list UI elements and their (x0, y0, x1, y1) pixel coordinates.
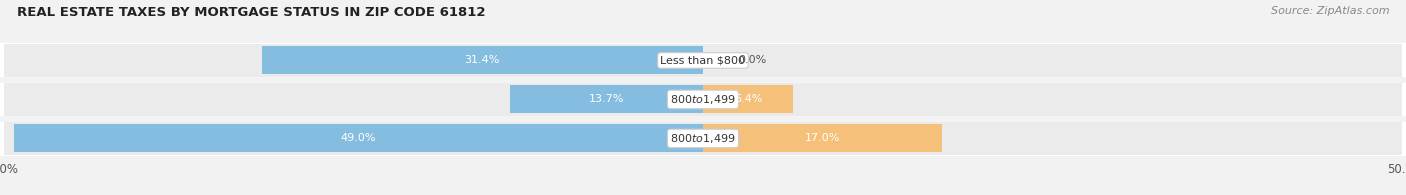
Text: 0.0%: 0.0% (738, 55, 766, 66)
Bar (703, 124, 942, 152)
Text: 17.0%: 17.0% (804, 133, 841, 144)
Bar (0, 82, 1406, 117)
Bar (510, 85, 703, 113)
Bar (0, 121, 1406, 156)
Text: Less than $800: Less than $800 (661, 55, 745, 66)
Text: $800 to $1,499: $800 to $1,499 (671, 93, 735, 106)
Text: $800 to $1,499: $800 to $1,499 (671, 132, 735, 145)
Bar (262, 46, 703, 74)
Bar (3, 122, 1403, 155)
Bar (3, 44, 1403, 77)
Bar (14, 124, 703, 152)
Text: 6.4%: 6.4% (734, 94, 762, 105)
Text: REAL ESTATE TAXES BY MORTGAGE STATUS IN ZIP CODE 61812: REAL ESTATE TAXES BY MORTGAGE STATUS IN … (17, 6, 485, 19)
Bar (3, 83, 1403, 116)
Bar (0, 43, 1406, 78)
Text: Source: ZipAtlas.com: Source: ZipAtlas.com (1271, 6, 1389, 16)
Text: 13.7%: 13.7% (589, 94, 624, 105)
Text: 31.4%: 31.4% (464, 55, 501, 66)
Bar (703, 85, 793, 113)
Legend: Without Mortgage, With Mortgage: Without Mortgage, With Mortgage (569, 193, 837, 195)
Text: 49.0%: 49.0% (340, 133, 377, 144)
